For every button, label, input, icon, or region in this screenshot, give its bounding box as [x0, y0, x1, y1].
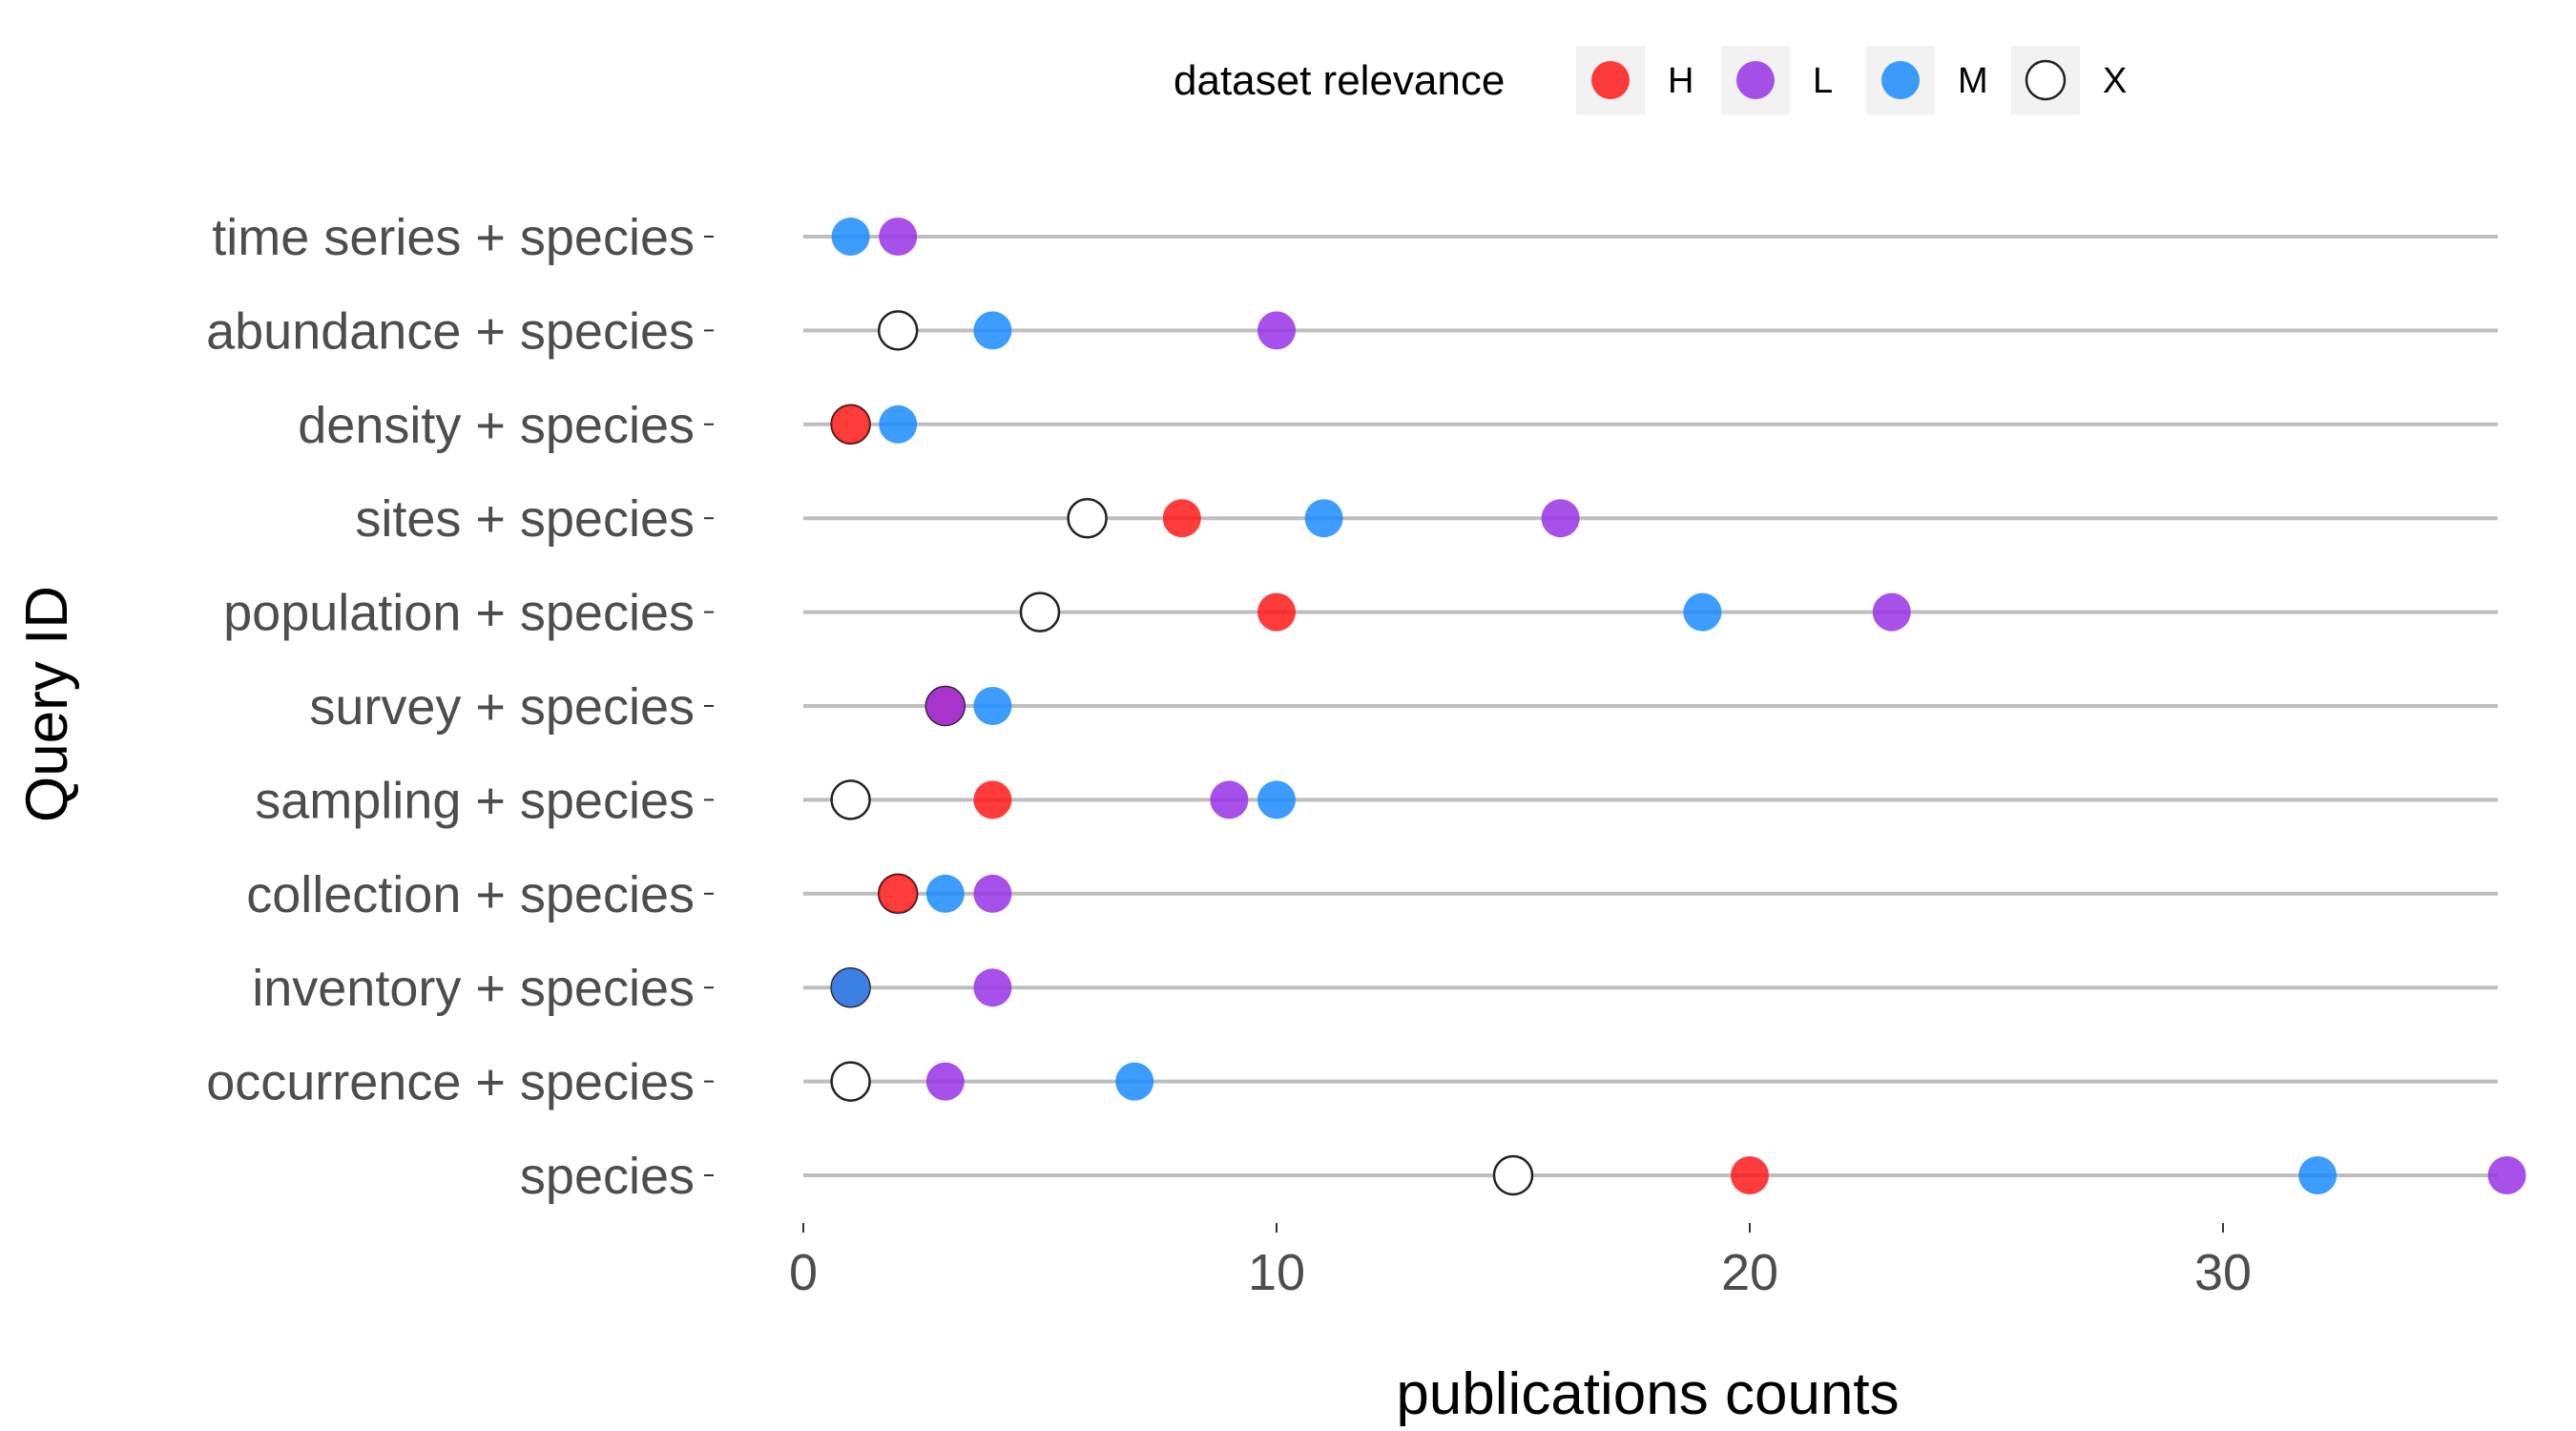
legend-label-x: X — [2103, 61, 2127, 101]
point-l — [925, 1062, 965, 1101]
y-tick-label: inventory + species — [252, 960, 695, 1017]
legend-marker-m — [1881, 61, 1920, 99]
y-tick-label: density + species — [298, 397, 695, 454]
point-m — [973, 687, 1012, 725]
point-h — [879, 874, 918, 913]
point-m — [925, 874, 965, 913]
legend-marker-l — [1736, 61, 1775, 99]
y-tick-label: sampling + species — [255, 772, 695, 829]
legend-label-l: L — [1813, 61, 1833, 101]
point-l — [973, 874, 1012, 913]
x-tick-label: 20 — [1721, 1244, 1778, 1301]
legend-marker-h — [1591, 61, 1630, 99]
data-points — [830, 218, 2526, 1196]
x-tick-label: 10 — [1248, 1244, 1305, 1301]
point-x — [830, 1061, 871, 1102]
point-m — [1115, 1062, 1154, 1101]
point-l — [879, 218, 918, 256]
legend-marker-x — [2025, 59, 2067, 101]
point-m — [2298, 1156, 2337, 1194]
y-tick-label: collection + species — [246, 866, 695, 923]
gridlines — [803, 235, 2498, 1177]
point-h — [973, 780, 1012, 819]
y-axis-title: Query ID — [14, 586, 80, 822]
point-m — [973, 311, 1012, 350]
y-tick-label: survey + species — [309, 678, 695, 736]
x-tick-label: 0 — [789, 1244, 818, 1301]
point-m — [1257, 780, 1296, 819]
legend-label-h: H — [1668, 61, 1693, 101]
y-tick-label: abundance + species — [206, 302, 695, 360]
legend-title: dataset relevance — [1174, 57, 1505, 104]
point-m — [1683, 592, 1722, 632]
point-l — [1541, 499, 1580, 538]
point-x — [1019, 591, 1061, 633]
legend-label-m: M — [1958, 61, 1988, 101]
x-tick-label: 30 — [2194, 1244, 2252, 1301]
y-axis: time series + species abundance + species… — [206, 209, 714, 1205]
y-tick-label: time series + species — [212, 209, 695, 266]
x-axis-title: publications counts — [1396, 1361, 1899, 1427]
point-l — [1257, 311, 1296, 350]
point-m — [1304, 499, 1343, 538]
point-x — [830, 779, 871, 820]
point-x — [1067, 497, 1108, 539]
point-h — [831, 404, 870, 444]
point-h — [1162, 499, 1201, 538]
point-l — [1872, 592, 1911, 632]
point-l — [1210, 780, 1249, 819]
point-h — [1731, 1156, 1769, 1194]
point-l — [973, 968, 1012, 1007]
point-m — [879, 404, 918, 444]
point-x — [1492, 1154, 1534, 1196]
x-axis: 0 10 20 30 — [789, 1223, 2252, 1301]
point-m — [831, 968, 870, 1007]
point-l — [925, 687, 965, 725]
point-h — [1257, 592, 1296, 632]
y-tick-label: population + species — [223, 585, 695, 642]
y-tick-label: occurrence + species — [206, 1054, 695, 1111]
y-tick-label: species — [520, 1148, 695, 1205]
y-tick-label: sites + species — [355, 490, 695, 548]
point-x — [877, 310, 919, 351]
point-m — [831, 218, 870, 256]
point-l — [2487, 1156, 2526, 1194]
legend: dataset relevance H L M X — [1174, 46, 2127, 114]
